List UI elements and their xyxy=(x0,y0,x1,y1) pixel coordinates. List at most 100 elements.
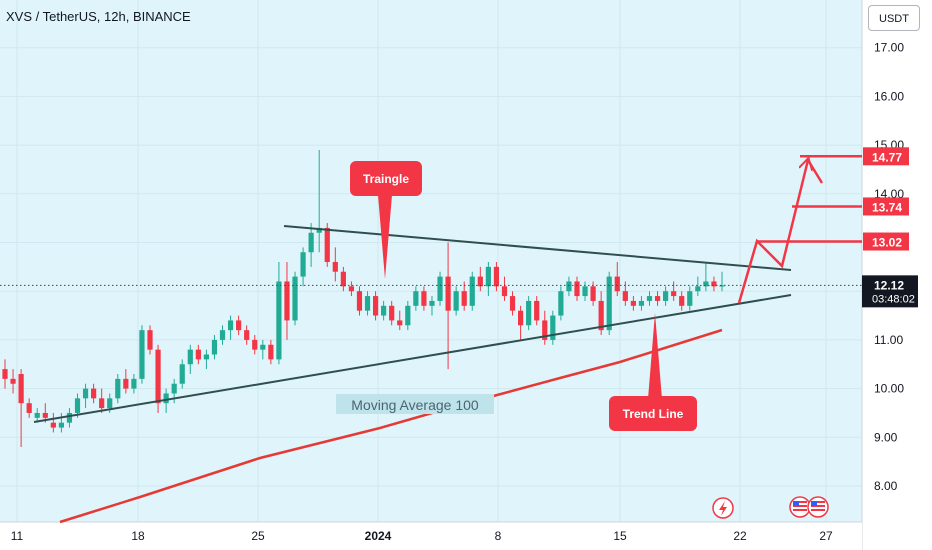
candle-body xyxy=(638,300,645,306)
current-price-badge: 12.12 03:48:02 xyxy=(862,275,918,308)
candle-body xyxy=(461,291,467,306)
candle-body xyxy=(671,291,677,297)
candle-body xyxy=(598,300,604,331)
candle-body xyxy=(236,320,242,331)
candle-body xyxy=(509,296,516,311)
candle-body xyxy=(445,276,451,311)
candle-body xyxy=(203,354,210,360)
candle-body xyxy=(147,330,153,350)
plot-area[interactable] xyxy=(0,0,862,522)
time-tick-label: 2024 xyxy=(365,529,392,543)
price-tick-label: 11.00 xyxy=(874,333,903,347)
candle-body xyxy=(308,232,314,253)
candle-body xyxy=(332,261,338,272)
candle-body xyxy=(356,291,363,311)
candle-body xyxy=(10,378,16,384)
price-tick-label: 8.00 xyxy=(874,479,898,493)
price-tick-label: 17.00 xyxy=(874,41,904,55)
candle-body xyxy=(300,252,306,277)
candle-body xyxy=(131,378,137,389)
time-axis-panel[interactable] xyxy=(0,522,862,550)
candle-body xyxy=(18,373,24,404)
us-flag-icon[interactable] xyxy=(807,496,829,518)
candle-body xyxy=(606,276,612,331)
candle-body xyxy=(663,291,669,301)
projection-arrow[interactable] xyxy=(737,160,808,304)
price-tick-label: 14.00 xyxy=(874,187,904,201)
price-marker-bg xyxy=(863,197,909,216)
candle-body xyxy=(630,300,636,306)
time-tick-label: 8 xyxy=(495,529,502,543)
candle-body xyxy=(260,344,266,350)
price-marker-label: 13.74 xyxy=(872,200,902,214)
candle-body xyxy=(719,285,725,287)
symbol-title: XVS / TetherUS, 12h, BINANCE xyxy=(6,9,191,24)
candle-body xyxy=(413,291,419,306)
candle-body xyxy=(372,296,379,316)
candle-body xyxy=(437,276,443,301)
candle-body xyxy=(711,281,717,287)
price-tick-label: 16.00 xyxy=(874,89,904,103)
candle-body xyxy=(389,305,395,321)
candle-body xyxy=(582,286,588,297)
moving-average-line xyxy=(59,328,723,524)
triangle-lower-line[interactable] xyxy=(33,294,792,423)
price-marker-label: 13.02 xyxy=(872,236,902,250)
candle-body xyxy=(687,291,693,306)
candle-body xyxy=(244,330,250,340)
target-lines xyxy=(757,155,862,243)
candle-body xyxy=(397,320,403,326)
candle-body xyxy=(324,227,330,262)
candle-body xyxy=(703,281,709,287)
candle-body xyxy=(574,281,580,297)
candle-body xyxy=(50,422,56,428)
price-marker-bg xyxy=(863,147,909,166)
us-flag-icon[interactable] xyxy=(789,496,811,518)
candle-body xyxy=(123,378,129,389)
candle-body xyxy=(252,339,258,350)
trend-callout-pointer xyxy=(648,313,662,399)
candle-body xyxy=(614,276,620,292)
triangle-callout-pointer xyxy=(378,195,392,279)
price-tick-label: 9.00 xyxy=(874,430,898,444)
candle-body xyxy=(501,286,508,297)
candle-body xyxy=(364,296,371,311)
currency-button[interactable]: USDT xyxy=(868,5,920,31)
triangle-callout[interactable]: Traingle xyxy=(350,161,422,279)
candle-body xyxy=(155,349,161,404)
ma-label: Moving Average 100 xyxy=(351,397,479,413)
candle-body xyxy=(171,383,177,394)
time-tick-label: 15 xyxy=(613,529,627,543)
price-axis-panel[interactable] xyxy=(862,0,932,550)
candle-body xyxy=(26,403,32,413)
current-price-badge-bg xyxy=(862,275,918,308)
candle-body xyxy=(82,388,89,399)
trend-callout[interactable]: Trend Line xyxy=(609,313,697,431)
price-marker-bg xyxy=(863,232,909,251)
candle-body xyxy=(107,398,113,409)
triangle-upper-line[interactable] xyxy=(283,225,792,271)
candle-body xyxy=(381,305,387,316)
candle-body xyxy=(74,398,81,413)
trend-callout-box xyxy=(609,396,697,431)
candle-body xyxy=(91,388,97,399)
price-marker-labels: 14.77 13.74 13.02 xyxy=(863,147,909,251)
candle-body xyxy=(566,281,572,292)
candle-body xyxy=(58,422,64,428)
lightning-icon[interactable] xyxy=(712,497,734,519)
candle-body xyxy=(679,296,685,306)
candle-body xyxy=(550,315,556,340)
candle-body xyxy=(348,286,355,292)
candle-body xyxy=(654,296,661,301)
candle-body xyxy=(227,320,234,331)
candles xyxy=(2,149,725,448)
candle-body xyxy=(646,296,653,301)
candle-body xyxy=(429,300,435,306)
candle-body xyxy=(558,291,564,316)
candle-body xyxy=(292,276,298,321)
candle-body xyxy=(622,291,628,301)
time-axis-ticks: 11 18 25 2024 8 15 22 27 xyxy=(11,529,833,543)
candle-body xyxy=(405,305,411,326)
time-tick-label: 27 xyxy=(819,529,833,543)
